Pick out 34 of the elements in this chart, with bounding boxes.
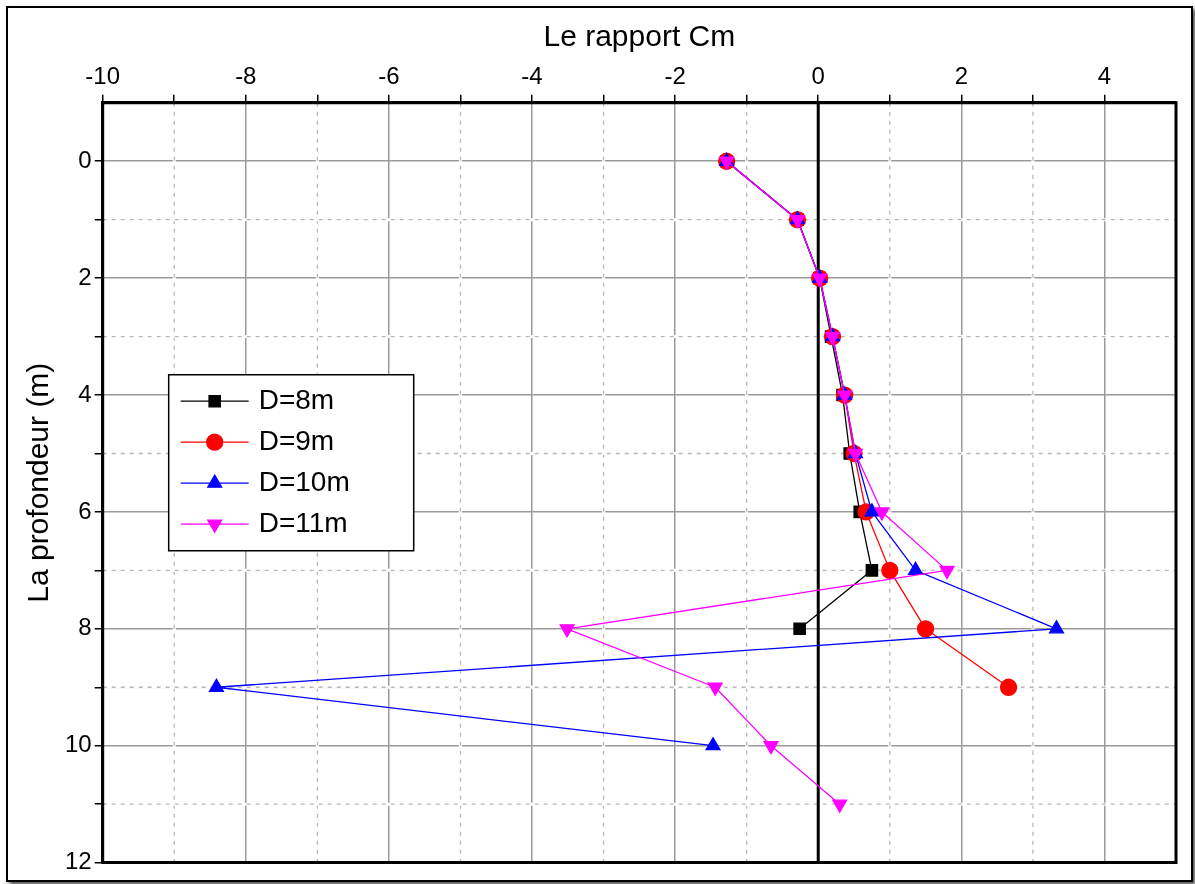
- y-tick-label: 8: [78, 613, 92, 641]
- x-tick-label: 0: [811, 62, 825, 90]
- point: [707, 682, 723, 696]
- y-axis-title: La profondeur (m): [21, 362, 55, 603]
- point: [916, 620, 935, 638]
- x-tick-label: -10: [85, 62, 121, 90]
- point: [865, 564, 879, 577]
- x-tick-label: 2: [954, 62, 969, 90]
- legend-label: D=8m: [258, 383, 335, 415]
- y-tick-label: 12: [64, 847, 92, 875]
- x-tick-label: -8: [235, 62, 257, 90]
- legend-label: D=11m: [258, 506, 348, 538]
- x-tick-label: 4: [1097, 62, 1112, 90]
- point: [881, 561, 899, 580]
- y-tick-label: 4: [78, 379, 92, 407]
- x-axis-title: Le rapport Cm: [543, 19, 736, 53]
- x-tick-label: -4: [521, 62, 543, 90]
- legend-label: D=10m: [258, 465, 350, 497]
- point: [939, 565, 955, 580]
- point: [559, 624, 575, 638]
- y-tick-label: 2: [78, 262, 92, 290]
- x-tick-label: -6: [378, 62, 400, 90]
- point: [793, 622, 806, 636]
- point: [874, 507, 890, 521]
- point: [763, 741, 779, 755]
- point: [832, 799, 848, 813]
- y-tick-label: 0: [78, 145, 92, 173]
- y-tick-label: 10: [64, 730, 92, 758]
- y-tick-label: 6: [78, 496, 92, 524]
- point: [847, 448, 864, 463]
- point: [837, 390, 853, 404]
- legend-label: D=9m: [258, 424, 335, 456]
- x-tick-label: -2: [664, 62, 686, 90]
- point: [999, 678, 1018, 696]
